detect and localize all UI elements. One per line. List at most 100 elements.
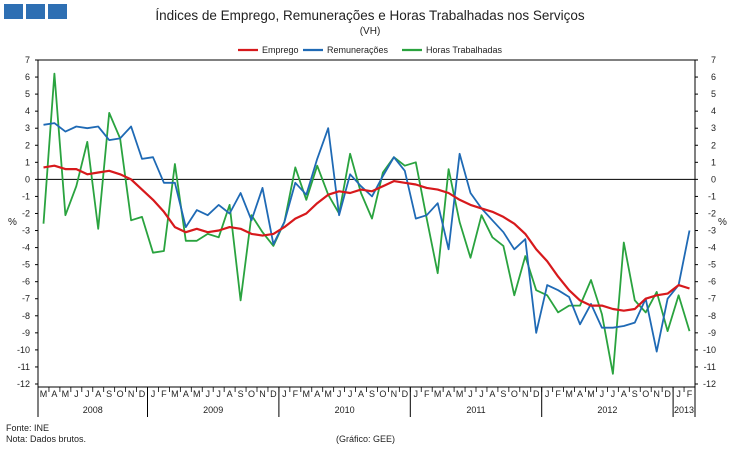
legend-label: Remunerações [327, 45, 389, 55]
y-tick-label-right: 2 [711, 140, 716, 150]
y-tick-label-right: -7 [708, 294, 716, 304]
y-tick-label-left: 4 [25, 106, 30, 116]
x-tick-label: M [324, 389, 332, 399]
x-tick-label: J [676, 389, 681, 399]
y-tick-label-left: -10 [17, 345, 30, 355]
logo-block [4, 4, 23, 19]
x-tick-label: M [565, 389, 573, 399]
x-tick-label: F [161, 389, 167, 399]
data-note: Nota: Dados brutos. [6, 434, 87, 444]
series-group [42, 72, 691, 375]
x-tick-label: F [555, 389, 561, 399]
y-tick-label-right: -8 [708, 311, 716, 321]
legend-label: Horas Trabalhadas [426, 45, 503, 55]
y-tick-label-left: 0 [25, 174, 30, 184]
x-tick-label: D [533, 389, 540, 399]
y-tick-label-left: 7 [25, 55, 30, 65]
y-axis-label-left: % [8, 217, 17, 228]
y-tick-label-right: -6 [708, 277, 716, 287]
y-tick-label-right: -9 [708, 328, 716, 338]
x-tick-label: F [424, 389, 430, 399]
x-tick-label: A [489, 389, 495, 399]
x-tick-label: A [95, 389, 101, 399]
x-tick-label: M [40, 389, 48, 399]
y-tick-label-right: -1 [708, 191, 716, 201]
chart-subtitle: (VH) [360, 26, 381, 37]
x-tick-label: J [414, 389, 419, 399]
y-tick-label-right: 7 [711, 55, 716, 65]
x-tick-label: J [74, 389, 79, 399]
x-tick-label: J [611, 389, 616, 399]
x-tick-label: J [216, 389, 221, 399]
y-tick-label-left: -11 [18, 362, 30, 372]
y-tick-label-right: -4 [708, 243, 716, 253]
x-tick-label: F [687, 389, 693, 399]
x-tick-label: J [205, 389, 210, 399]
logo-block [48, 4, 67, 19]
x-tick-label: M [171, 389, 179, 399]
year-label: 2010 [335, 405, 355, 415]
x-tick-label: A [621, 389, 627, 399]
year-label: 2012 [597, 405, 617, 415]
x-tick-label: J [337, 389, 342, 399]
x-tick-label: D [664, 389, 671, 399]
x-tick-label: M [193, 389, 201, 399]
x-tick-label: D [139, 389, 146, 399]
series-line-remuneracoes [43, 122, 691, 353]
y-tick-label-left: -1 [22, 191, 30, 201]
x-tick-label: F [293, 389, 299, 399]
year-label: 2011 [466, 405, 485, 415]
y-axis-right: 7 6 5 4 3 2 1 0 -1 -2 -3 -4 -5 -6 -7 -8 -9 -10 -11 -12 [695, 55, 716, 389]
y-tick-label-right: -11 [704, 362, 716, 372]
y-tick-label-right: 4 [711, 106, 716, 116]
x-tick-label: J [85, 389, 90, 399]
plot-frame [37, 59, 696, 388]
x-tick-label: O [379, 389, 386, 399]
series-line-horas-trabalhadas [42, 72, 691, 375]
y-tick-label-right: 5 [711, 89, 716, 99]
x-tick-label: J [600, 389, 605, 399]
x-tick-label: A [227, 389, 233, 399]
x-tick-label: N [522, 389, 529, 399]
y-tick-label-left: -9 [22, 328, 30, 338]
y-tick-label-left: -5 [22, 260, 30, 270]
x-tick-label: J [545, 389, 550, 399]
x-tick-label: N [128, 389, 135, 399]
x-tick-label: A [51, 389, 57, 399]
x-tick-label: M [62, 389, 70, 399]
x-tick-label: A [314, 389, 320, 399]
x-tick-label: J [468, 389, 473, 399]
x-tick-label: J [348, 389, 353, 399]
y-tick-label-right: 0 [711, 174, 716, 184]
x-tick-label: M [587, 389, 595, 399]
logo-block [26, 4, 45, 19]
x-tick-label: D [402, 389, 409, 399]
x-tick-label: N [653, 389, 660, 399]
y-axis-left: 7 6 5 4 3 2 1 0 -1 -2 -3 -4 -5 -6 -7 -8 -9 -10 -11 -12 [17, 55, 38, 389]
year-label: 2013 [674, 405, 694, 415]
y-tick-label-left: -12 [17, 379, 30, 389]
y-axis-label-right: % [718, 217, 727, 228]
y-tick-label-left: -8 [22, 311, 30, 321]
source-note: Fonte: INE [6, 423, 50, 433]
legend-label: Emprego [262, 45, 299, 55]
y-tick-label-right: 3 [711, 123, 716, 133]
graph-credit: (Gráfico: GEE) [336, 434, 396, 444]
year-label: 2008 [83, 405, 103, 415]
x-tick-label: O [642, 389, 649, 399]
x-tick-label: M [303, 389, 311, 399]
x-tick-label: S [632, 389, 638, 399]
x-tick-label: S [500, 389, 506, 399]
x-tick-label: O [117, 389, 124, 399]
x-tick-label: S [369, 389, 375, 399]
x-tick-label: O [511, 389, 518, 399]
x-tick-label: O [248, 389, 255, 399]
x-tick-label: M [456, 389, 464, 399]
y-tick-label-right: -3 [708, 226, 716, 236]
y-tick-label-right: -2 [708, 208, 716, 218]
y-tick-label-left: 6 [25, 72, 30, 82]
y-tick-label-left: -6 [22, 277, 30, 287]
x-tick-label: N [259, 389, 266, 399]
x-tick-label: S [238, 389, 244, 399]
